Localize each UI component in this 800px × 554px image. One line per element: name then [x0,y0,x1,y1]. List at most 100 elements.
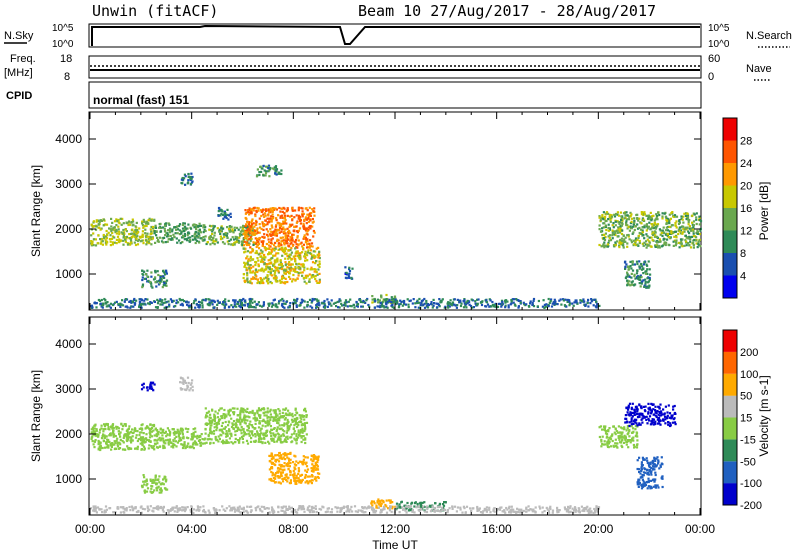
velocity-echo-r4 [276,467,280,470]
velocity-echo-r0 [122,436,125,439]
power-echo-r2 [178,239,181,242]
velocity-echo-r1 [153,479,156,482]
velocity-echo-r0 [139,439,143,442]
power-echo-r7 [296,255,300,258]
power-echo-r4 [209,234,212,238]
power-echo-r12 [642,244,645,247]
power-echo-r7 [262,261,265,264]
power-echo-r12 [696,230,700,233]
power-echo-r0 [105,229,108,233]
velocity-echo-r9 [230,509,233,512]
velocity-echo-r4 [283,468,286,471]
velocity-echo-r3 [296,425,299,429]
velocity-echo-r4 [294,482,297,485]
power-echo-r8 [268,168,271,171]
power-echo-r7 [246,255,249,258]
power-echo-r6 [271,232,274,235]
velocity-echo-r0 [114,435,117,438]
power-echo-r7 [318,257,321,260]
power-echo-r11 [414,306,417,309]
power-echo-r4 [240,242,244,245]
power-echo-r11 [394,298,397,301]
velocity-echo-r9 [135,510,138,514]
power-echo-r12 [608,228,612,231]
velocity-echo-r3 [251,411,254,415]
velocity-echo-r2 [173,430,176,433]
velocity-echo-r2 [173,444,176,447]
power-echo-r11 [315,305,318,309]
power-echo-r12 [603,233,606,236]
velocity-echo-r3 [254,440,257,443]
power-echo-r6 [308,213,311,216]
power-echo-r2 [176,241,179,244]
velocity-echo-r3 [259,414,262,417]
power-echo-r2 [174,232,177,235]
power-echo-r11 [124,298,128,301]
power-echo-r7 [275,258,278,261]
power-echo-r12 [692,220,696,223]
power-echo-r6 [278,206,281,210]
power-echo-r6 [291,244,294,247]
velocity-echo-r3 [213,426,216,429]
velocity-echo-r3 [277,422,280,425]
power-echo-r2 [170,238,173,241]
power-echo-r8 [280,172,283,176]
power-echo-r4 [238,232,241,236]
power-echo-r7 [282,269,285,272]
power-echo-r6 [302,237,305,240]
power-echo-r2 [179,242,182,245]
nave-tick-bottom: 0 [708,71,714,83]
velocity-echo-r3 [246,407,249,410]
power-echo-r2 [190,227,193,230]
velocity-echo-r0 [92,433,95,436]
power-echo-r6 [264,212,267,215]
velocity-echo-r7 [370,500,374,503]
velocity-echo-r3 [301,429,304,432]
velocity-echo-r3 [304,410,307,413]
power-echo-r11 [412,298,415,301]
power-echo-r11 [466,302,469,305]
power-echo-r12 [621,240,624,243]
power-echo-r13 [623,261,627,264]
power-echo-r13 [633,273,636,276]
power-echo-r5 [223,212,226,215]
power-echo-r6 [271,213,274,216]
velocity-echo-r2 [169,431,172,434]
velocity-echo-r4 [314,468,317,471]
power-echo-r12 [686,214,690,217]
power-echo-r12 [654,244,657,247]
velocity-echo-r2 [167,443,170,446]
power-echo-r11 [262,303,265,306]
power-echo-r1 [154,281,157,284]
power-echo-r11 [294,301,297,304]
power-echo-r7 [264,247,267,250]
power-echo-r12 [683,244,686,247]
power-echo-r7 [270,250,273,253]
velocity-echo-r3 [278,412,281,415]
power-echo-r11 [592,304,595,307]
power-echo-r11 [175,302,178,305]
power-echo-r6 [252,222,255,225]
power-echo-r12 [653,221,656,224]
power-echo-r7 [248,267,251,270]
power-echo-r7 [295,252,298,255]
power-echo-r0 [141,230,144,233]
velocity-echo-r4 [284,458,287,461]
power-echo-r12 [627,225,630,229]
power-echo-r4 [210,229,213,232]
power-echo-r11 [398,303,401,306]
power-echo-r7 [285,252,288,255]
velocity-echo-r3 [266,407,269,410]
power-echo-r7 [284,252,287,256]
power-echo-r6 [312,220,315,223]
power-echo-r7 [259,249,263,252]
power-echo-r7 [259,277,262,280]
power-echo-r7 [274,254,277,257]
velocity-echo-r3 [258,408,261,411]
power-echo-r1 [159,278,162,281]
power-echo-r12 [601,227,604,230]
power-echo-r11 [486,303,490,306]
power-echo-r4 [223,236,226,239]
power-echo-r7 [260,259,263,262]
power-echo-r6 [261,242,264,245]
